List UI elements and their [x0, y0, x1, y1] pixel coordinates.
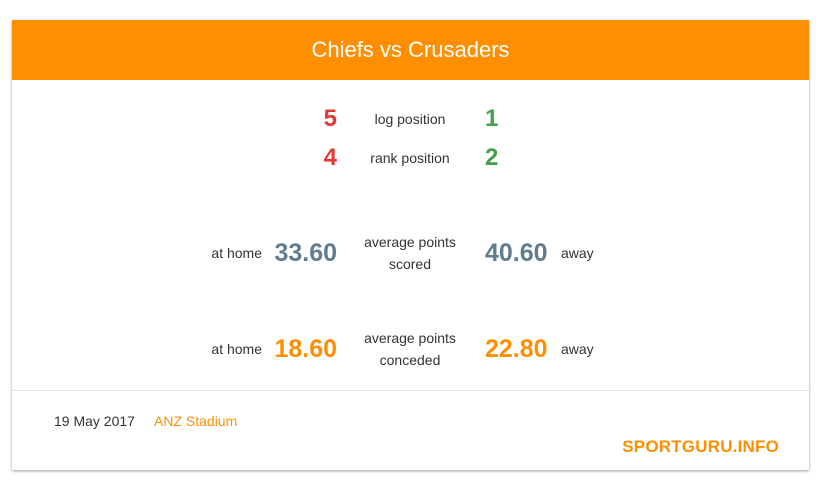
- rank-position-label: rank position: [370, 150, 450, 166]
- match-date: 19 May 2017: [54, 413, 135, 429]
- away-log-position: 1: [485, 105, 499, 132]
- match-title-bar: Chiefs vs Crusaders: [12, 20, 809, 80]
- brand-link[interactable]: SPORTGURU.INFO: [622, 437, 779, 456]
- log-position-row: 5 log position 1: [12, 99, 809, 139]
- rank-position-row: 4 rank position 2: [12, 138, 809, 178]
- log-position-label: log position: [374, 111, 446, 127]
- conceded-label-line2: conceded: [379, 352, 441, 368]
- match-venue-link[interactable]: ANZ Stadium: [154, 413, 238, 429]
- home-points-scored: 33.60: [274, 238, 337, 267]
- match-footer: 19 May 2017 ANZ Stadium SPORTGURU.INFO: [12, 391, 809, 470]
- scored-label-line1: average points: [364, 234, 456, 250]
- match-card: Chiefs vs Crusaders 5 log position 1 4 r…: [12, 20, 809, 470]
- home-rank-position: 4: [323, 144, 337, 171]
- scored-label-line2: scored: [388, 256, 432, 272]
- conceded-label-line1: average points: [364, 330, 456, 346]
- away-points-conceded: 22.80: [485, 334, 548, 363]
- conceded-home-label: at home: [211, 341, 262, 357]
- home-points-conceded: 18.60: [274, 334, 337, 363]
- scored-home-label: at home: [211, 245, 262, 261]
- away-rank-position: 2: [485, 144, 499, 171]
- scored-row: at home 33.60 average points scored 40.6…: [12, 230, 809, 276]
- conceded-away-label: away: [561, 341, 594, 357]
- home-log-position: 5: [323, 105, 337, 132]
- away-points-scored: 40.60: [485, 238, 548, 267]
- match-stats: 5 log position 1 4 rank position 2 a: [12, 80, 809, 391]
- conceded-row: at home 18.60 average points conceded 22…: [12, 326, 809, 372]
- scored-away-label: away: [561, 245, 594, 261]
- match-title: Chiefs vs Crusaders: [311, 37, 510, 62]
